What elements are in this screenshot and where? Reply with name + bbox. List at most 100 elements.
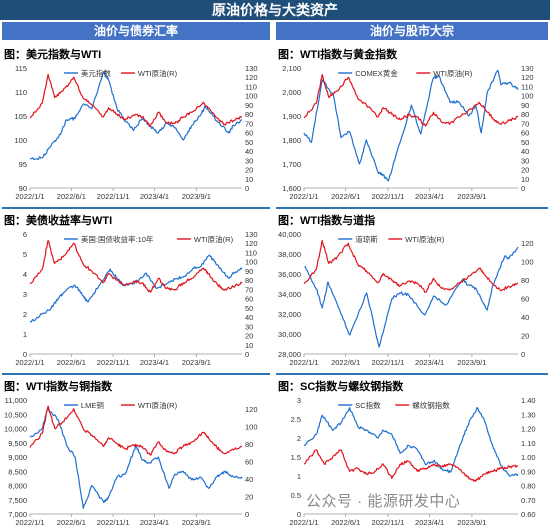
series-line xyxy=(303,449,519,482)
y-left-tick-label: 1.5 xyxy=(291,453,301,462)
x-tick-label: 2023/4/1 xyxy=(140,192,169,201)
x-tick-label: 2023/4/1 xyxy=(415,518,444,527)
chart-title-wti-copper: 图：WTI指数与铜指数 xyxy=(4,381,113,393)
y-right-tick-label: 110 xyxy=(521,82,533,91)
legend-label: WTI原油(R) xyxy=(433,68,473,78)
y-right-tick-label: 70 xyxy=(245,119,253,128)
y-left-tick-label: 40,000 xyxy=(278,230,301,239)
y-right-tick-label: 30 xyxy=(521,156,529,165)
y-left-tick-label: 2 xyxy=(23,310,27,319)
legend-label: 美国:国债收益率:10年 xyxy=(81,234,154,244)
y-right-tick-label: 50 xyxy=(245,138,253,147)
y-left-tick-label: 90 xyxy=(19,184,27,193)
y-right-tick-label: 50 xyxy=(245,304,253,313)
y-right-tick-label: 80 xyxy=(245,110,253,119)
y-left-tick-label: 5 xyxy=(23,250,27,259)
chart-dxy-wti: 9095100105110115010203040506070809010011… xyxy=(14,64,257,201)
series-line xyxy=(303,73,519,127)
y-left-tick-label: 1,800 xyxy=(282,136,301,145)
x-tick-label: 2022/11/1 xyxy=(372,358,405,367)
chart-wti-gold: 1,600 1,700 1,800 1,900 2,000 2,100 0102030405… xyxy=(282,64,534,201)
y-left-tick-label: 3 xyxy=(297,396,301,405)
series-line xyxy=(303,407,519,477)
y-right-tick-label: 20 xyxy=(521,332,529,341)
x-tick-label: 2022/11/1 xyxy=(97,518,130,527)
y-right-tick-label: 40 xyxy=(245,475,253,484)
x-tick-label: 2023/4/1 xyxy=(415,192,444,201)
y-right-tick-label: 100 xyxy=(245,258,258,267)
y-right-tick-label: 10 xyxy=(245,175,253,184)
y-left-tick-label: 110 xyxy=(15,88,27,97)
y-right-tick-label: 0 xyxy=(245,350,249,359)
y-right-tick-label: 1.10 xyxy=(521,439,536,448)
y-left-tick-label: 0.5 xyxy=(291,491,301,500)
chart-title-wti-dow: 图：WTI指数与道指 xyxy=(278,215,376,227)
legend-label: 道琼斯 xyxy=(355,234,378,244)
y-left-tick-label: 1,600 xyxy=(282,184,301,193)
y-left-tick-label: 3 xyxy=(23,290,27,299)
y-right-tick-label: 130 xyxy=(521,64,534,73)
x-tick-label: 2023/9/1 xyxy=(457,192,486,201)
series-line xyxy=(29,405,243,456)
series-line xyxy=(29,254,243,323)
legend-label: WTI原油(R) xyxy=(138,68,178,78)
y-right-tick-label: 30 xyxy=(245,322,253,331)
series-line xyxy=(29,407,243,509)
x-tick-label: 2023/9/1 xyxy=(182,518,211,527)
x-tick-label: 2022/6/1 xyxy=(331,358,360,367)
y-right-tick-label: 90 xyxy=(245,267,253,276)
y-right-tick-label: 130 xyxy=(245,230,258,239)
y-right-tick-label: 1.20 xyxy=(521,425,536,434)
x-tick-label: 2022/6/1 xyxy=(57,518,86,527)
y-right-tick-label: 1.40 xyxy=(521,396,536,405)
watermark: 公众号 · 能源研发中心 xyxy=(306,493,461,510)
y-right-tick-label: 80 xyxy=(521,276,529,285)
x-tick-label: 2022/1/1 xyxy=(289,358,318,367)
y-right-tick-label: 100 xyxy=(521,92,534,101)
legend-label: COMEX黄金 xyxy=(355,68,398,78)
y-right-tick-label: 20 xyxy=(245,166,253,175)
y-left-tick-label: 38,000 xyxy=(278,250,301,259)
y-right-tick-label: 0.90 xyxy=(521,467,536,476)
series-line xyxy=(303,69,519,182)
y-left-tick-label: 30,000 xyxy=(278,330,301,339)
y-left-tick-label: 2.5 xyxy=(291,415,301,424)
y-right-tick-label: 80 xyxy=(245,440,253,449)
y-right-tick-label: 60 xyxy=(245,295,253,304)
y-right-tick-label: 30 xyxy=(245,156,253,165)
y-right-tick-label: 0 xyxy=(245,510,249,519)
series-line xyxy=(29,239,243,293)
y-left-tick-label: 34,000 xyxy=(278,290,301,299)
y-right-tick-label: 0.80 xyxy=(521,482,536,491)
y-right-tick-label: 60 xyxy=(521,295,529,304)
y-left-tick-label: 11,000 xyxy=(5,396,27,405)
y-left-tick-label: 1 xyxy=(297,472,301,481)
x-tick-label: 2023/9/1 xyxy=(457,518,486,527)
divider xyxy=(276,207,548,209)
y-left-tick-label: 6 xyxy=(23,230,27,239)
y-left-tick-label: 8,500 xyxy=(8,467,27,476)
y-right-tick-label: 70 xyxy=(521,119,529,128)
chart-title-wti-gold: 图：WTI指数与黄金指数 xyxy=(278,49,398,61)
x-tick-label: 2022/1/1 xyxy=(15,518,44,527)
x-tick-label: 2023/9/1 xyxy=(182,358,211,367)
legend-label: WTI原油(R) xyxy=(405,234,445,244)
y-left-tick-label: 9,000 xyxy=(8,453,27,462)
y-right-tick-label: 120 xyxy=(521,73,534,82)
y-left-tick-label: 100 xyxy=(14,136,27,145)
y-left-tick-label: 95 xyxy=(19,160,27,169)
y-right-tick-label: 0 xyxy=(245,184,249,193)
y-right-tick-label: 120 xyxy=(521,239,534,248)
x-tick-label: 2023/4/1 xyxy=(140,358,169,367)
x-tick-label: 2023/9/1 xyxy=(182,192,211,201)
y-right-tick-label: 60 xyxy=(245,129,253,138)
y-right-tick-label: 100 xyxy=(521,258,534,267)
y-right-tick-label: 10 xyxy=(521,175,529,184)
y-left-tick-label: 4 xyxy=(23,270,27,279)
y-left-tick-label: 36,000 xyxy=(278,270,301,279)
y-right-tick-label: 90 xyxy=(521,101,529,110)
legend-label: 美元指数 xyxy=(81,68,111,78)
y-left-tick-label: 0 xyxy=(297,510,301,519)
chart-wti-copper: 7,000 7,500 8,000 8,500 9,000 9,500 10,000 10,5… xyxy=(4,396,257,527)
y-right-tick-label: 110 xyxy=(245,82,257,91)
